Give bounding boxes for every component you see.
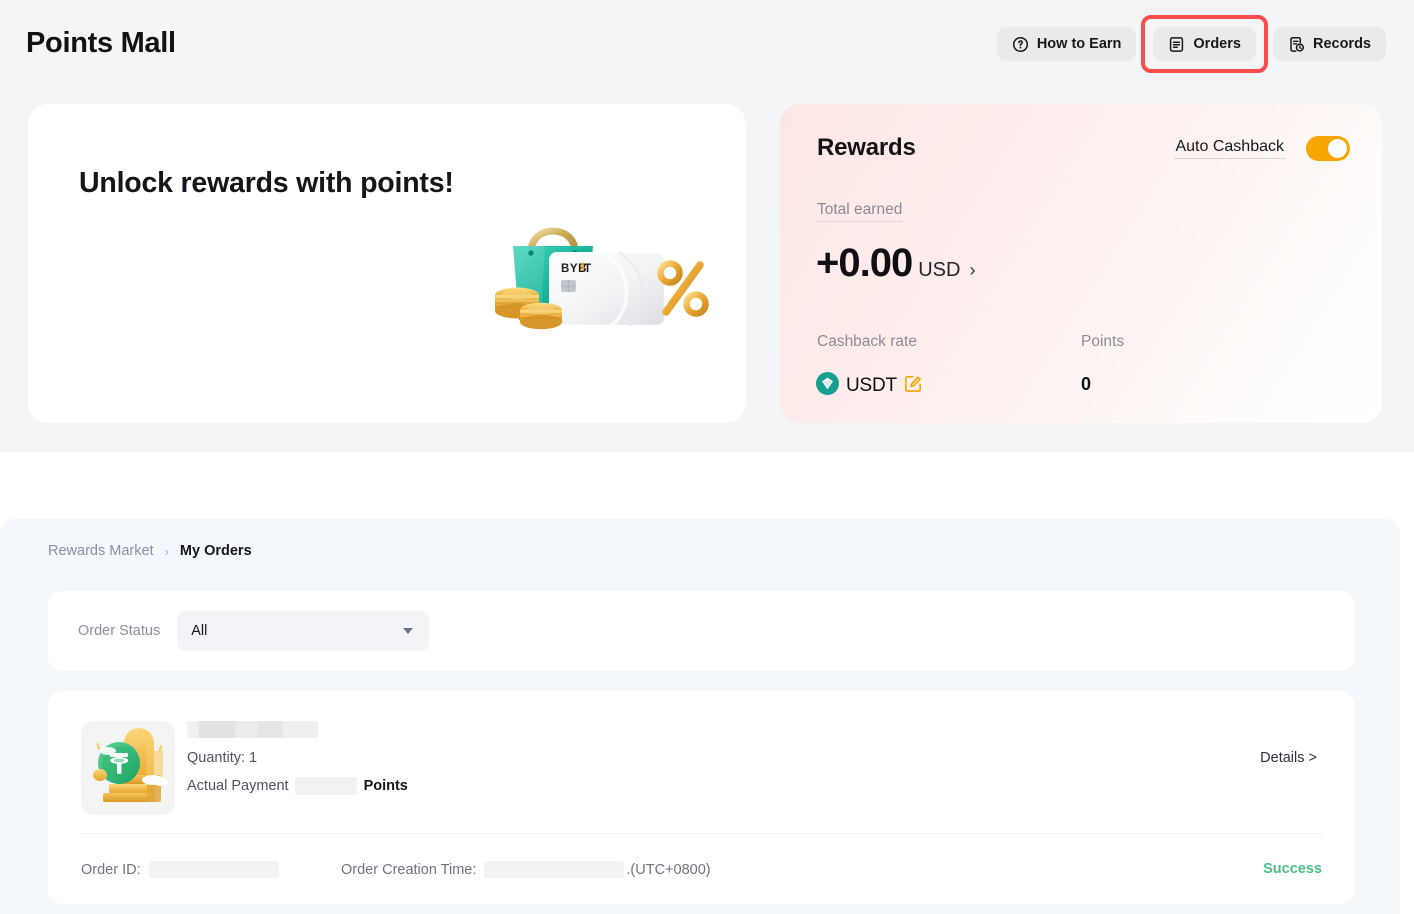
points-label: Points <box>1081 333 1125 350</box>
order-id-value-redacted <box>148 861 279 878</box>
order-footer-row: Order ID: Order Creation Time: .(UTC+080… <box>48 834 1355 904</box>
total-earned-label: Total earned <box>817 201 903 222</box>
actual-payment-label: Actual Payment <box>187 778 289 794</box>
top-bar: Points Mall How to Earn <box>0 0 1414 90</box>
order-title-redacted <box>187 721 318 738</box>
my-orders-section: Rewards Market › My Orders Order Status … <box>0 519 1400 914</box>
chevron-right-icon: › <box>969 260 976 280</box>
order-status-selected-value: All <box>191 623 208 639</box>
order-main-row: Quantity: 1 Actual Payment Points Detail… <box>48 691 1355 827</box>
total-earned-currency: USD <box>918 259 961 281</box>
breadcrumb-separator-icon: › <box>164 543 169 559</box>
cashback-rate-label: Cashback rate <box>817 333 917 350</box>
points-value: 0 <box>1081 374 1092 394</box>
rewards-title: Rewards <box>817 134 916 161</box>
document-clock-icon <box>1288 36 1305 53</box>
rewards-card: Rewards Auto Cashback Total earned +0.00… <box>780 104 1382 423</box>
document-list-icon <box>1168 36 1185 53</box>
edit-pencil-icon[interactable] <box>904 374 923 398</box>
order-creation-time-field: Order Creation Time: .(UTC+0800) <box>341 861 711 878</box>
order-divider <box>81 833 1322 834</box>
orders-button[interactable]: Orders <box>1153 27 1256 61</box>
total-earned-amount: +0.00 <box>816 241 913 285</box>
svg-text:BYB: BYB <box>561 263 587 275</box>
hero-title: Unlock rewards with points! <box>79 167 454 199</box>
breadcrumb: Rewards Market › My Orders <box>48 543 252 559</box>
hero-illustration: BYB T <box>483 200 713 330</box>
header-actions: How to Earn Orders <box>996 15 1386 73</box>
chevron-down-icon <box>403 628 414 634</box>
cashback-rate-value: USDT <box>816 372 923 400</box>
page-title: Points Mall <box>26 27 176 59</box>
order-filter-card: Order Status All <box>48 591 1355 671</box>
order-status-label: Order Status <box>78 623 161 639</box>
records-button[interactable]: Records <box>1272 27 1386 61</box>
breadcrumb-my-orders: My Orders <box>179 543 252 559</box>
usdt-coin-icon <box>816 372 839 400</box>
top-section: Points Mall How to Earn <box>0 0 1414 452</box>
order-creation-time-timezone: .(UTC+0800) <box>626 861 711 878</box>
total-earned-value-row[interactable]: +0.00 USD › <box>816 241 975 286</box>
how-to-earn-label: How to Earn <box>1036 36 1122 52</box>
order-id-label: Order ID: <box>81 861 141 878</box>
order-actual-payment: Actual Payment Points <box>187 777 408 795</box>
breadcrumb-rewards-market[interactable]: Rewards Market <box>48 543 154 559</box>
svg-text:T: T <box>584 263 592 275</box>
order-thumbnail <box>81 721 175 815</box>
auto-cashback-toggle[interactable] <box>1306 135 1350 161</box>
order-status-filter: Order Status All <box>78 611 430 651</box>
how-to-earn-button[interactable]: How to Earn <box>996 27 1137 61</box>
order-status-badge: Success <box>1263 861 1322 877</box>
cashback-currency-name: USDT <box>846 375 897 396</box>
order-status-select[interactable]: All <box>177 611 430 651</box>
auto-cashback-label: Auto Cashback <box>1175 138 1284 159</box>
records-label: Records <box>1312 36 1371 52</box>
rewards-header: Rewards Auto Cashback <box>817 134 1350 162</box>
order-creation-time-label: Order Creation Time: <box>341 861 477 878</box>
order-id-field: Order ID: <box>81 861 279 878</box>
order-info: Quantity: 1 Actual Payment Points <box>187 721 408 795</box>
hero-card: Unlock rewards with points! <box>28 104 746 423</box>
order-quantity: Quantity: 1 <box>187 750 258 766</box>
actual-payment-unit: Points <box>363 778 408 794</box>
order-creation-time-value-redacted <box>484 861 625 878</box>
question-circle-icon <box>1012 36 1029 53</box>
orders-button-wrapper: Orders <box>1141 15 1268 73</box>
orders-label: Orders <box>1193 36 1241 52</box>
order-card: Quantity: 1 Actual Payment Points Detail… <box>48 691 1355 904</box>
actual-payment-value-redacted <box>294 777 357 795</box>
auto-cashback-group: Auto Cashback <box>1175 135 1350 161</box>
order-details-link[interactable]: Details > <box>1260 750 1317 766</box>
